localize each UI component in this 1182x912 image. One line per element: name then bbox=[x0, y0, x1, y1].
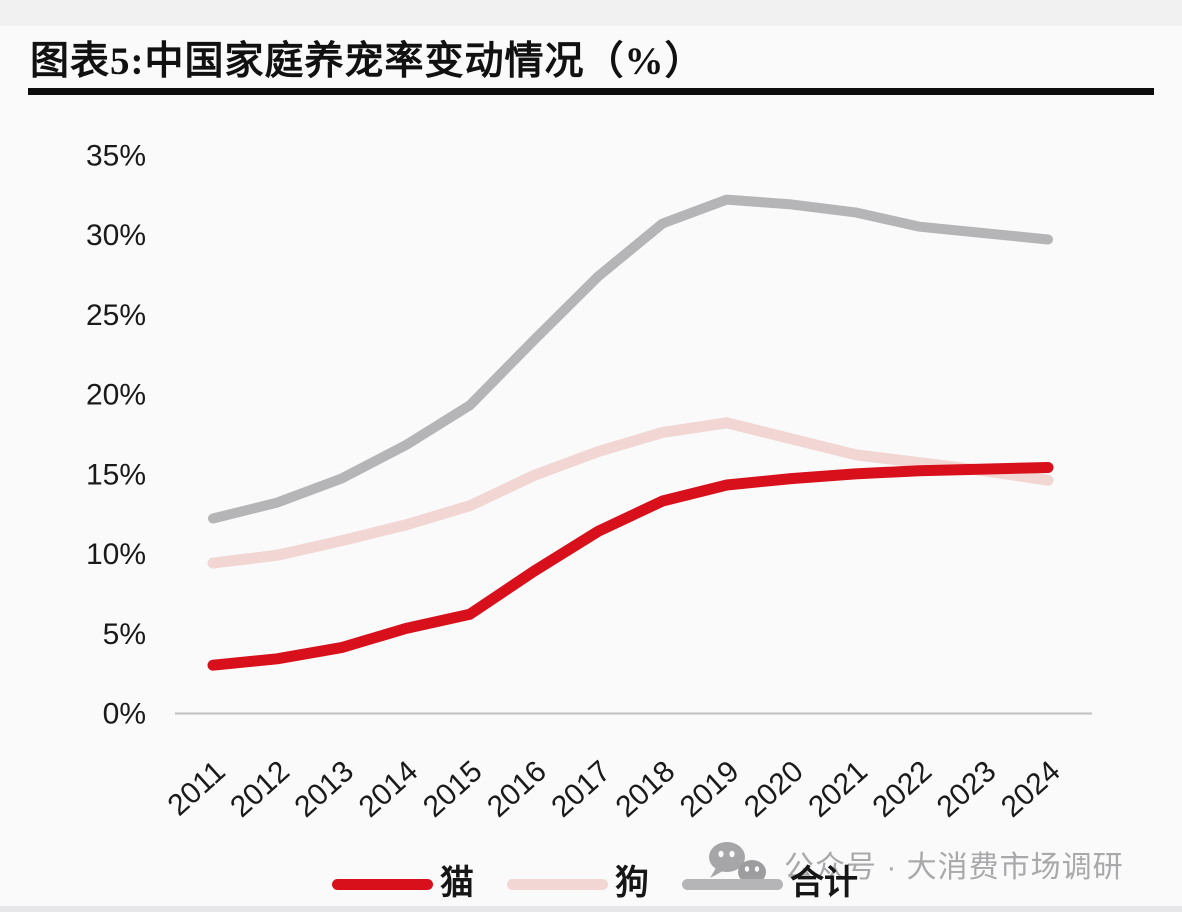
chart-legend: 猫 狗 合计 bbox=[332, 862, 891, 906]
x-axis-tick-label: 2013 bbox=[288, 755, 360, 824]
legend-swatch-dog bbox=[507, 878, 608, 890]
x-axis-tick-label: 2017 bbox=[545, 755, 617, 824]
x-axis-tick-label: 2020 bbox=[738, 755, 810, 824]
top-edge-strip bbox=[0, 0, 1182, 26]
legend-item-dog: 狗 bbox=[507, 867, 649, 901]
x-axis-tick-label: 2014 bbox=[353, 755, 425, 824]
x-axis-tick-label: 2024 bbox=[995, 755, 1067, 824]
x-axis-tick-label: 2015 bbox=[417, 755, 489, 824]
y-axis-tick-label: 35% bbox=[86, 139, 146, 172]
legend-swatch-cat bbox=[332, 878, 433, 890]
legend-item-cat: 猫 bbox=[332, 867, 474, 901]
y-axis-tick-label: 30% bbox=[86, 219, 146, 252]
legend-label-cat: 猫 bbox=[440, 865, 474, 902]
title-divider bbox=[28, 88, 1154, 95]
series-line-猫 bbox=[207, 462, 1054, 671]
y-axis-tick-label: 20% bbox=[86, 379, 146, 412]
legend-label-total: 合计 bbox=[790, 865, 858, 902]
figure-title: 图表5:中国家庭养宠率变动情况（%） bbox=[30, 40, 705, 83]
x-axis-tick-label: 2012 bbox=[224, 755, 296, 824]
wechat-icon bbox=[709, 842, 766, 890]
x-axis-tick-label: 2022 bbox=[867, 755, 939, 824]
x-axis-tick-label: 2018 bbox=[610, 755, 682, 824]
x-axis-tick-label: 2016 bbox=[481, 755, 553, 824]
x-axis-tick-label: 2023 bbox=[931, 755, 1003, 824]
series-line-合计 bbox=[208, 194, 1053, 524]
y-axis-tick-label: 10% bbox=[86, 538, 146, 571]
x-axis-tick-label: 2021 bbox=[802, 755, 874, 824]
x-axis-tick-label: 2011 bbox=[162, 755, 232, 823]
legend-item-total: 合计 bbox=[682, 867, 858, 901]
watermark: 公众号 · 大消费市场调研 bbox=[700, 836, 1124, 892]
x-axis-tick-label: 2019 bbox=[674, 755, 746, 824]
legend-swatch-total bbox=[682, 878, 783, 890]
y-axis-tick-label: 5% bbox=[103, 618, 146, 651]
series-line-狗 bbox=[207, 417, 1054, 569]
bottom-edge-strip bbox=[0, 906, 1182, 912]
legend-label-dog: 狗 bbox=[615, 865, 649, 902]
watermark-text: 公众号 · 大消费市场调研 bbox=[784, 851, 1124, 884]
line-chart: 0%5%10%15%20%25%30%35%201120122013201420… bbox=[86, 139, 1092, 824]
y-axis-tick-label: 0% bbox=[103, 698, 146, 731]
y-axis-tick-label: 25% bbox=[86, 299, 146, 332]
y-axis-tick-label: 15% bbox=[86, 458, 146, 491]
